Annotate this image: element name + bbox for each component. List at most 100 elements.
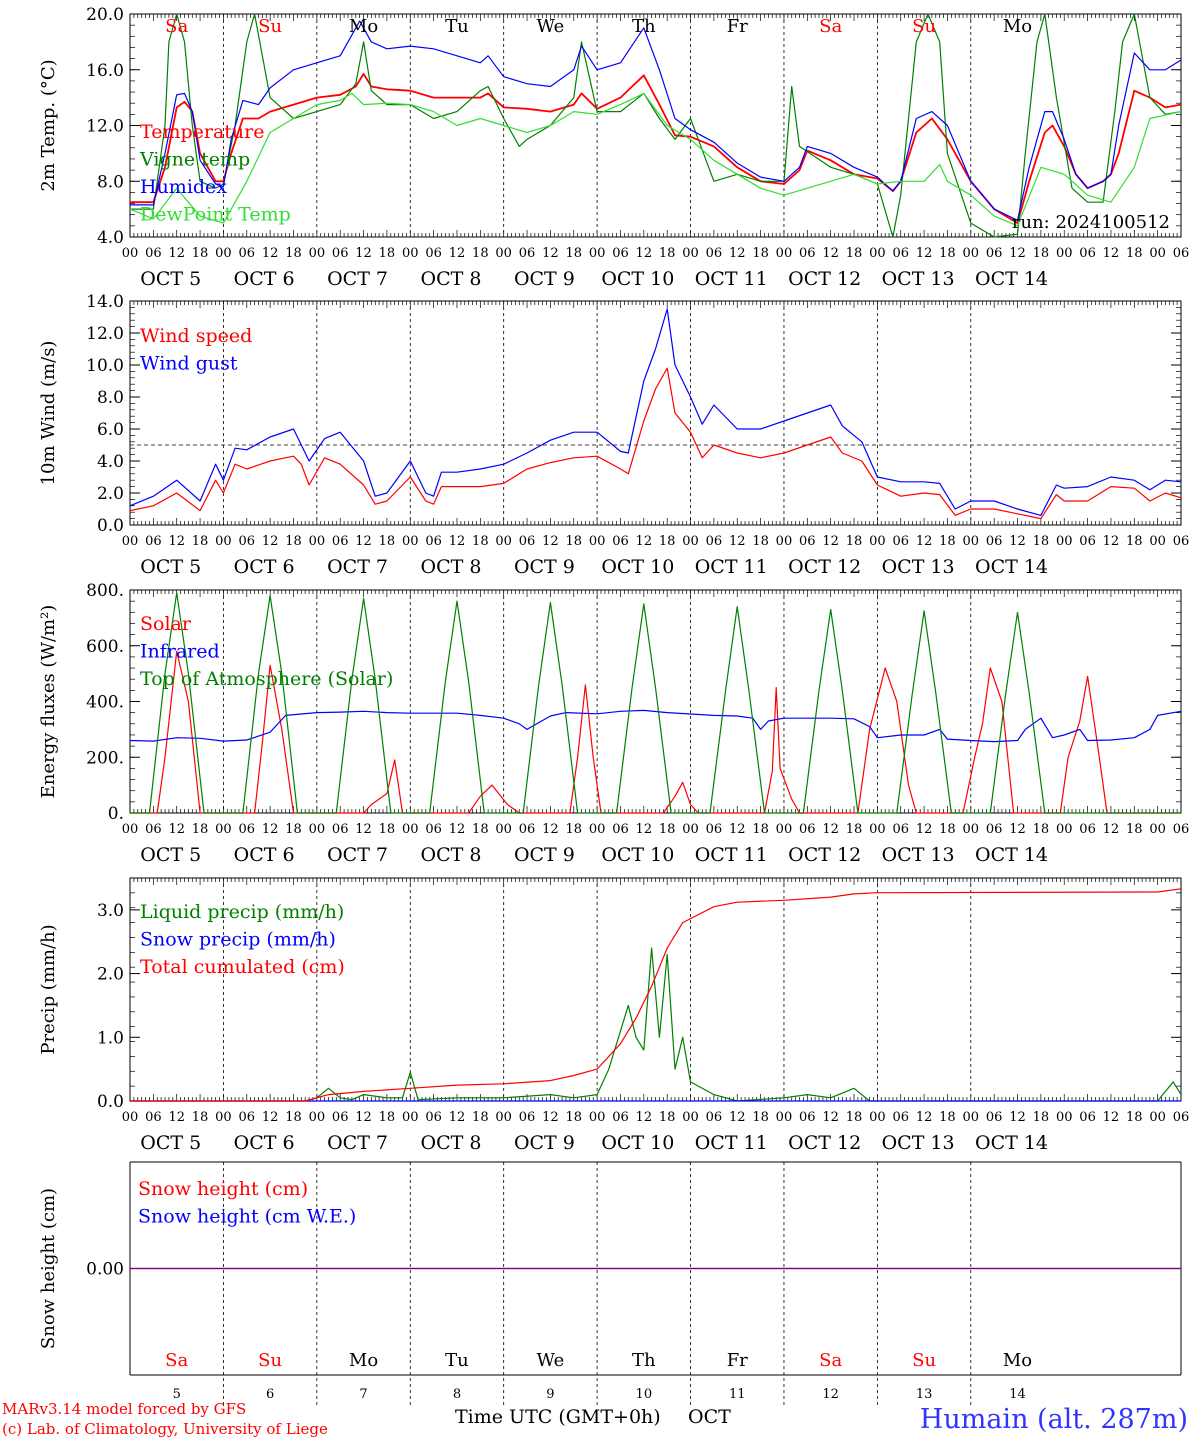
- day-number: 8: [453, 1387, 461, 1402]
- y-axis-label: 2m Temp. (°C): [38, 59, 59, 191]
- hour-label: 12: [355, 534, 372, 549]
- y-tick-label: 12.0: [86, 117, 124, 137]
- footer-month: OCT: [688, 1406, 731, 1428]
- hour-label: 12: [262, 246, 279, 261]
- hour-label: 18: [1033, 822, 1050, 837]
- hour-label: 00: [495, 246, 512, 261]
- day-number: 12: [822, 1387, 839, 1402]
- date-label: OCT 14: [975, 1132, 1048, 1154]
- panel-1: 4.0 8.0 12.0 16.0 20.0 2m Temp. (°C) Temperatu…: [38, 5, 1189, 290]
- date-label: OCT 9: [514, 556, 575, 578]
- hour-label: 06: [706, 246, 723, 261]
- hour-label: 18: [752, 534, 769, 549]
- hour-label: 00: [869, 822, 886, 837]
- legend-entry: Infrared: [140, 641, 220, 663]
- weekday-label: We: [537, 1350, 565, 1371]
- hour-label: 18: [285, 1110, 302, 1125]
- hour-label: 06: [239, 246, 256, 261]
- hour-label: 06: [612, 1110, 629, 1125]
- weekday-label: Mo: [1003, 16, 1032, 37]
- date-label: OCT 12: [788, 1132, 861, 1154]
- hour-label: 06: [332, 534, 349, 549]
- hour-label: 18: [846, 534, 863, 549]
- hour-label: 18: [472, 822, 489, 837]
- hour-label: 12: [449, 822, 466, 837]
- legend-entry: Snow height (cm): [138, 1178, 308, 1200]
- weekday-label: Sa: [165, 16, 188, 37]
- series-line-wind-gust: [129, 308, 1182, 516]
- hour-label: 00: [682, 246, 699, 261]
- hour-label: 00: [309, 822, 326, 837]
- hour-label: 06: [425, 822, 442, 837]
- y-tick-label: 4.0: [97, 452, 124, 472]
- hour-label: 00: [1149, 246, 1166, 261]
- hour-label: 06: [706, 1110, 723, 1125]
- hour-label: 06: [1079, 534, 1096, 549]
- hour-label: 12: [168, 1110, 185, 1125]
- hour-label: 06: [1079, 1110, 1096, 1125]
- weekday-label: Tu: [445, 16, 469, 37]
- hour-label: 12: [1009, 1110, 1026, 1125]
- hour-label: 00: [1056, 822, 1073, 837]
- hour-label: 06: [799, 246, 816, 261]
- y-tick-label: 8.0: [97, 172, 124, 192]
- hour-label: 00: [589, 534, 606, 549]
- hour-label: 00: [589, 822, 606, 837]
- hour-label: 06: [519, 822, 536, 837]
- station-name: Humain (alt. 287m): [920, 1404, 1188, 1435]
- hour-label: 06: [519, 534, 536, 549]
- hour-label: 00: [309, 534, 326, 549]
- y-tick-label: 3.0: [97, 901, 124, 921]
- y-tick-label: 0.0: [97, 1092, 124, 1112]
- panel-3: 0. 200. 400. 600. 800. Energy fluxes (W/m²) So…: [38, 581, 1189, 866]
- hour-label: 12: [262, 822, 279, 837]
- hour-label: 00: [215, 246, 232, 261]
- hour-label: 00: [776, 534, 793, 549]
- hour-label: 18: [379, 534, 396, 549]
- legend-entry: Liquid precip (mm/h): [140, 901, 344, 923]
- date-label: OCT 10: [601, 1132, 674, 1154]
- run-annotation: run: 2024100512: [1012, 212, 1170, 233]
- hour-label: 12: [542, 246, 559, 261]
- weekday-label: Sa: [165, 1350, 188, 1371]
- date-label: OCT 7: [327, 556, 388, 578]
- hour-label: 06: [892, 822, 909, 837]
- hour-label: 18: [659, 822, 676, 837]
- hour-label: 00: [1149, 1110, 1166, 1125]
- panel-4: 0.0 1.0 2.0 3.0 Precip (mm/h) Liquid precip (…: [38, 877, 1189, 1154]
- hour-label: 00: [776, 1110, 793, 1125]
- hour-label: 12: [822, 246, 839, 261]
- hour-label: 12: [636, 1110, 653, 1125]
- series-line-infrared: [129, 709, 1182, 743]
- hour-label: 12: [355, 1110, 372, 1125]
- hour-label: 18: [1033, 246, 1050, 261]
- date-label: OCT 9: [514, 844, 575, 866]
- hour-label: 00: [215, 1110, 232, 1125]
- date-label: OCT 8: [421, 1132, 482, 1154]
- panel-5: 0.00 Snow height (cm) Snow height (cm) Snow…: [38, 1161, 1182, 1408]
- hour-label: 12: [1103, 534, 1120, 549]
- hour-label: 18: [846, 246, 863, 261]
- weekday-label: We: [537, 16, 565, 37]
- hour-label: 18: [379, 1110, 396, 1125]
- day-number: 10: [636, 1387, 653, 1402]
- series-line-liquid-precip-mm-h-: [130, 947, 1182, 1102]
- legend-entry: Vigne temp: [139, 149, 250, 171]
- hour-label: 12: [916, 1110, 933, 1125]
- y-tick-label: 200.: [86, 748, 124, 768]
- hour-label: 00: [402, 822, 419, 837]
- hour-label: 00: [682, 822, 699, 837]
- date-label: OCT 14: [975, 268, 1048, 290]
- hour-label: 06: [986, 1110, 1003, 1125]
- hour-label: 06: [239, 534, 256, 549]
- hour-label: 06: [145, 1110, 162, 1125]
- hour-label: 12: [822, 1110, 839, 1125]
- hour-label: 00: [869, 1110, 886, 1125]
- hour-label: 18: [1126, 534, 1143, 549]
- hour-label: 12: [355, 822, 372, 837]
- hour-label: 06: [706, 534, 723, 549]
- hour-label: 18: [1126, 822, 1143, 837]
- weekday-label: Tu: [445, 1350, 469, 1371]
- panel-2: 0.0 2.0 4.0 6.0 8.0 10.0 12.0 14.0 10m Wind (m/s…: [38, 292, 1189, 578]
- hour-label: 00: [309, 1110, 326, 1125]
